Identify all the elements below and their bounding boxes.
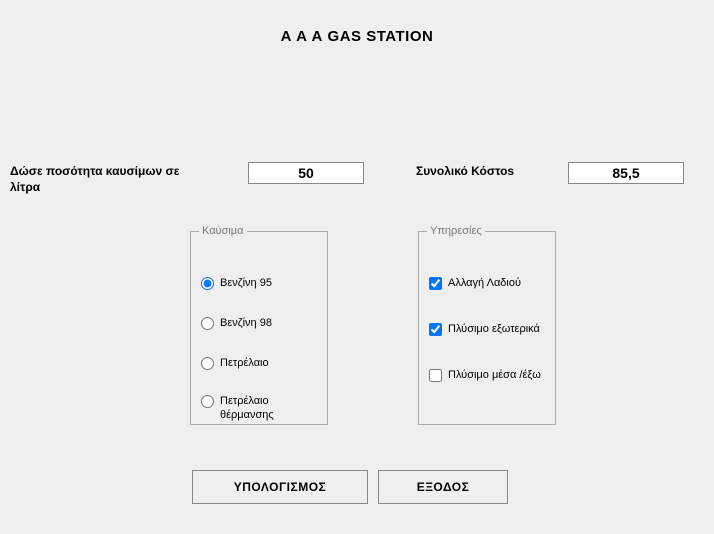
app-title: Α Α Α GAS STATION (0, 28, 714, 45)
services-group: Υπηρεσίες Αλλαγή Λαδιού Πλύσιμο εξωτερικ… (418, 225, 556, 425)
service-option-label: Πλύσιμο εξωτερικά (448, 323, 540, 337)
fuel-option-benzini-98[interactable]: Βενζίνη 98 (201, 317, 272, 331)
calculate-button[interactable]: ΥΠΟΛΟΓΙΣΜΟΣ (192, 470, 368, 504)
fuel-option-label: Βενζίνη 95 (220, 277, 272, 291)
service-checkbox-wash-exterior[interactable] (429, 323, 442, 336)
fuel-legend: Καύσιμα (199, 225, 247, 237)
fuel-group: Καύσιμα Βενζίνη 95 Βενζίνη 98 Πετρέλαιο … (190, 225, 328, 425)
fuel-radio-benzini-95[interactable] (201, 277, 214, 290)
service-checkbox-wash-in-out[interactable] (429, 369, 442, 382)
fuel-radio-benzini-98[interactable] (201, 317, 214, 330)
service-option-oil-change[interactable]: Αλλαγή Λαδιού (429, 277, 521, 291)
fuel-option-label: Βενζίνη 98 (220, 317, 272, 331)
fuel-radio-petrelaio-thermansis[interactable] (201, 395, 214, 408)
total-cost-label: Συνολικό Κόστοs (416, 163, 556, 179)
service-checkbox-oil-change[interactable] (429, 277, 442, 290)
exit-button[interactable]: ΕΞΟΔΟΣ (378, 470, 508, 504)
fuel-option-petrelaio[interactable]: Πετρέλαιο (201, 357, 269, 371)
services-legend: Υπηρεσίες (427, 225, 485, 237)
fuel-option-petrelaio-thermansis[interactable]: Πετρέλαιο θέρμανσης (201, 395, 319, 423)
fuel-option-label: Πετρέλαιο θέρμανσης (220, 395, 319, 423)
service-option-wash-in-out[interactable]: Πλύσιμο μέσα /έξω (429, 369, 541, 383)
service-option-label: Πλύσιμο μέσα /έξω (448, 369, 541, 383)
service-option-label: Αλλαγή Λαδιού (448, 277, 521, 291)
fuel-option-label: Πετρέλαιο (220, 357, 269, 371)
fuel-radio-petrelaio[interactable] (201, 357, 214, 370)
total-cost-output: 85,5 (568, 162, 684, 184)
service-option-wash-exterior[interactable]: Πλύσιμο εξωτερικά (429, 323, 540, 337)
quantity-input[interactable] (248, 162, 364, 184)
fuel-option-benzini-95[interactable]: Βενζίνη 95 (201, 277, 272, 291)
quantity-label: Δώσε ποσότητα καυσίμων σε λίτρα (10, 163, 210, 195)
